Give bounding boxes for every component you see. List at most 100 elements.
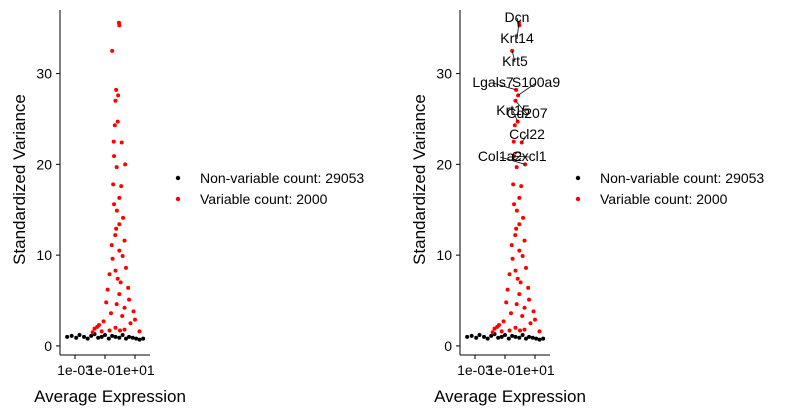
non-variable-point (69, 333, 74, 338)
annotation-leader-line (516, 22, 520, 40)
variable-point (107, 328, 112, 333)
variable-point (92, 326, 97, 331)
non-variable-point (506, 336, 511, 341)
variable-point (117, 23, 122, 28)
variable-point (522, 327, 527, 332)
y-tick-label: 0 (444, 338, 452, 354)
gene-annotation-label: Krt15 (496, 102, 530, 118)
variable-point (101, 319, 106, 324)
gene-annotation-label: S100a9 (512, 74, 560, 90)
variable-point (119, 184, 124, 189)
variable-point (111, 139, 116, 144)
non-variable-point (527, 334, 532, 339)
variable-point (533, 317, 537, 322)
variable-point (114, 165, 119, 170)
gene-annotation-label: Ccl22 (509, 126, 545, 142)
variable-point (517, 292, 522, 297)
variable-point (501, 319, 506, 324)
variable-point (123, 162, 128, 167)
annotation-leader-line (521, 134, 528, 143)
variable-point (509, 243, 514, 248)
non-variable-point (65, 334, 70, 339)
gene-annotation-label: Cxcl1 (511, 148, 546, 164)
variable-point (112, 202, 117, 207)
annotation-leader-line (499, 156, 526, 165)
variable-point (514, 226, 519, 231)
variable-point (514, 87, 519, 92)
variable-point (507, 272, 512, 277)
y-axis-title: Standardized Variance (410, 94, 429, 265)
non-variable-point (485, 336, 490, 341)
variable-point (517, 248, 522, 253)
legend-key-variable (575, 196, 581, 202)
variable-point (513, 233, 518, 238)
variable-point (113, 325, 118, 330)
annotation-leader-line (512, 110, 519, 122)
x-tick-label: 1e+01 (115, 362, 155, 378)
variable-point (512, 202, 517, 207)
variable-point (511, 182, 516, 187)
variable-point (531, 309, 536, 314)
variable-point (114, 87, 119, 92)
non-variable-point (537, 337, 542, 342)
legend-label: Non-variable count: 29053 (200, 170, 364, 186)
annotation-leader-line (492, 82, 517, 91)
non-variable-series (465, 332, 546, 342)
variable-point (514, 302, 519, 307)
variable-point (117, 195, 122, 200)
non-variable-point (513, 334, 518, 339)
variable-point (120, 254, 125, 259)
non-variable-point (465, 334, 470, 339)
variable-point (90, 330, 95, 335)
variable-point (114, 302, 119, 307)
variable-point (537, 329, 542, 334)
gene-annotation-label: Krt14 (500, 30, 534, 46)
legend-label: Non-variable count: 29053 (600, 170, 764, 186)
non-variable-point (141, 336, 146, 341)
variable-point (526, 285, 531, 290)
variable-point (528, 321, 533, 326)
variable-point (113, 233, 118, 238)
x-tick-label: 1e-03 (457, 362, 493, 378)
variable-point (105, 287, 110, 292)
variable-point (518, 328, 522, 333)
variable-point (121, 215, 126, 220)
legend-key-non-variable (575, 175, 581, 181)
variable-point (113, 268, 118, 273)
variable-point (117, 248, 122, 253)
variable-point (523, 162, 528, 167)
non-variable-point (120, 333, 125, 338)
y-tick-label: 20 (436, 156, 452, 172)
variable-point (504, 300, 509, 305)
legend-label: Variable count: 2000 (200, 191, 328, 207)
non-variable-point (469, 333, 474, 338)
variable-point (527, 297, 532, 302)
non-variable-point (477, 333, 482, 338)
legend-key-variable (175, 196, 181, 202)
variable-point (521, 215, 526, 220)
y-tick-label: 20 (36, 156, 52, 172)
x-tick-label: 1e-03 (57, 362, 93, 378)
annotation-leader-line (515, 100, 528, 115)
variable-point (517, 195, 522, 200)
variable-point (513, 325, 518, 330)
variable-point (110, 48, 115, 53)
annotation-leader-line (517, 82, 537, 96)
y-tick-label: 30 (436, 66, 452, 82)
y-tick-label: 30 (36, 66, 52, 82)
variable-point (128, 321, 133, 326)
variable-point (519, 184, 524, 189)
variable-point (112, 154, 117, 159)
non-variable-point (110, 333, 115, 338)
variable-point (119, 140, 124, 145)
variable-point (133, 317, 137, 322)
variable-point (515, 276, 520, 281)
variable-point (117, 222, 122, 227)
variable-point (114, 208, 119, 213)
non-variable-point (474, 335, 479, 340)
variable-series (90, 20, 142, 335)
non-variable-point (113, 334, 118, 339)
y-axis-title: Standardized Variance (10, 94, 29, 265)
y-tick-label: 10 (436, 247, 452, 263)
